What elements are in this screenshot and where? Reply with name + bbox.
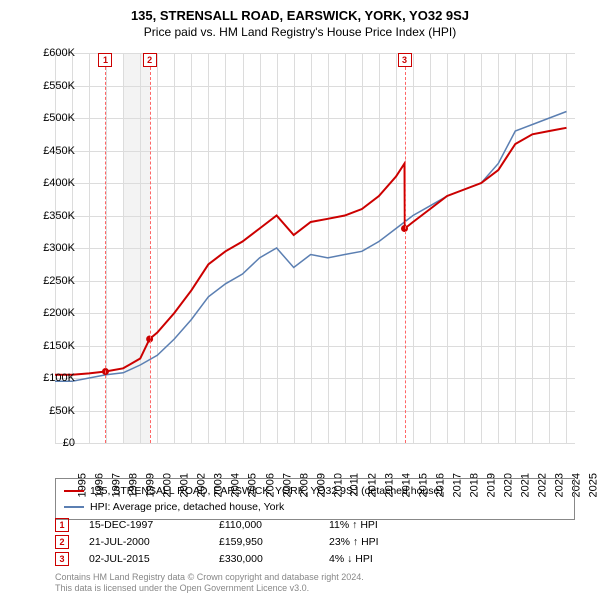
y-tick-label: £200K xyxy=(43,307,75,319)
attribution: Contains HM Land Registry data © Crown c… xyxy=(55,572,364,594)
y-tick-label: £300K xyxy=(43,242,75,254)
chart-title: 135, STRENSALL ROAD, EARSWICK, YORK, YO3… xyxy=(0,8,600,23)
chart-subtitle: Price paid vs. HM Land Registry's House … xyxy=(0,25,600,39)
legend-swatch-blue xyxy=(64,506,84,508)
marker-table-pct: 4% ↓ HPI xyxy=(329,553,439,565)
x-tick-label: 2025 xyxy=(588,473,600,497)
property-series-line xyxy=(55,128,567,375)
marker-table-row: 3 02-JUL-2015 £330,000 4% ↓ HPI xyxy=(55,552,439,566)
y-tick-label: £150K xyxy=(43,340,75,352)
attribution-line-1: Contains HM Land Registry data © Crown c… xyxy=(55,572,364,583)
y-tick-label: £250K xyxy=(43,275,75,287)
legend-label-hpi: HPI: Average price, detached house, York xyxy=(90,499,284,515)
marker-badge: 2 xyxy=(143,53,157,67)
legend-label-property: 135, STRENSALL ROAD, EARSWICK, YORK, YO3… xyxy=(90,483,443,499)
plot-area: 1 2 3 xyxy=(55,53,575,443)
y-tick-label: £500K xyxy=(43,112,75,124)
y-tick-label: £100K xyxy=(43,372,75,384)
marker-table-price: £330,000 xyxy=(219,553,309,565)
y-tick-label: £550K xyxy=(43,80,75,92)
marker-table-date: 15-DEC-1997 xyxy=(89,519,199,531)
y-tick-label: £350K xyxy=(43,210,75,222)
marker-table-badge: 3 xyxy=(55,552,69,566)
y-tick-label: £400K xyxy=(43,177,75,189)
marker-table-price: £110,000 xyxy=(219,519,309,531)
hpi-series-line xyxy=(55,112,567,382)
y-tick-label: £50K xyxy=(49,405,75,417)
y-tick-label: £0 xyxy=(63,437,75,449)
legend: 135, STRENSALL ROAD, EARSWICK, YORK, YO3… xyxy=(55,478,575,520)
marker-table-row: 1 15-DEC-1997 £110,000 11% ↑ HPI xyxy=(55,518,439,532)
attribution-line-2: This data is licensed under the Open Gov… xyxy=(55,583,364,594)
gridline-h xyxy=(55,443,575,444)
marker-table: 1 15-DEC-1997 £110,000 11% ↑ HPI 2 21-JUL-200… xyxy=(55,518,439,569)
legend-row-property: 135, STRENSALL ROAD, EARSWICK, YORK, YO3… xyxy=(64,483,566,499)
marker-table-price: £159,950 xyxy=(219,536,309,548)
marker-table-pct: 11% ↑ HPI xyxy=(329,519,439,531)
y-tick-label: £600K xyxy=(43,47,75,59)
marker-badge: 3 xyxy=(398,53,412,67)
marker-table-pct: 23% ↑ HPI xyxy=(329,536,439,548)
legend-row-hpi: HPI: Average price, detached house, York xyxy=(64,499,566,515)
line-plot xyxy=(55,53,575,443)
marker-table-date: 21-JUL-2000 xyxy=(89,536,199,548)
marker-guideline xyxy=(405,67,406,443)
marker-guideline xyxy=(150,67,151,443)
chart-container: 135, STRENSALL ROAD, EARSWICK, YORK, YO3… xyxy=(0,8,600,598)
marker-table-date: 02-JUL-2015 xyxy=(89,553,199,565)
y-tick-label: £450K xyxy=(43,145,75,157)
marker-table-row: 2 21-JUL-2000 £159,950 23% ↑ HPI xyxy=(55,535,439,549)
marker-table-badge: 1 xyxy=(55,518,69,532)
marker-badge: 1 xyxy=(98,53,112,67)
legend-swatch-red xyxy=(64,490,84,492)
marker-guideline xyxy=(105,67,106,443)
marker-table-badge: 2 xyxy=(55,535,69,549)
